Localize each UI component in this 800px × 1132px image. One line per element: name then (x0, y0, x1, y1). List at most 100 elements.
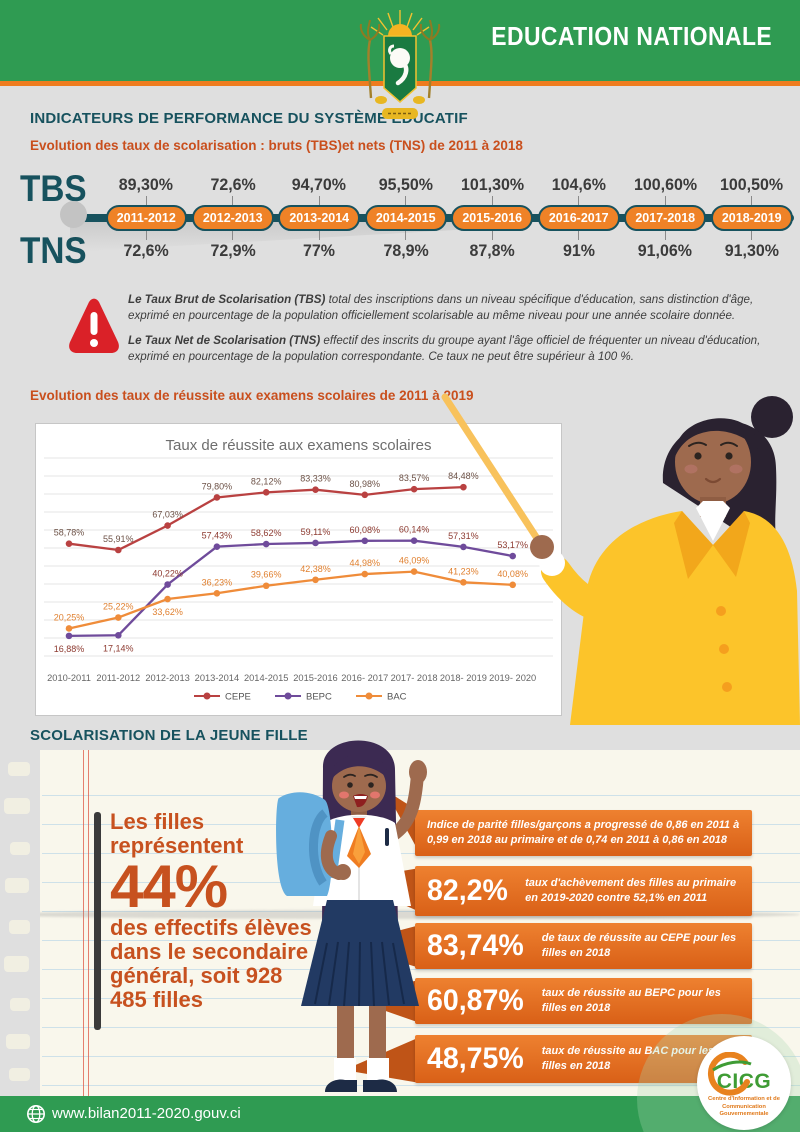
svg-text:60,14%: 60,14% (399, 525, 430, 535)
svg-text:80,98%: 80,98% (350, 479, 381, 489)
tns-value: 91% (562, 241, 595, 260)
year-pill: 2012-2013 (191, 205, 274, 231)
year-pill: 2015-2016 (451, 205, 534, 231)
svg-text:40,08%: 40,08% (497, 569, 528, 579)
tns-definition-text: effectif des inscrits du groupe ayant l'… (128, 333, 761, 363)
svg-text:25,22%: 25,22% (103, 602, 134, 612)
cicg-subtext: Centre d'Information et de Communication… (708, 1096, 780, 1118)
svg-text:46,09%: 46,09% (399, 556, 430, 566)
svg-text:36,23%: 36,23% (202, 577, 233, 587)
svg-text:2019- 2020: 2019- 2020 (489, 673, 536, 683)
tbs-definition-text: total des inscriptions dans un niveau sp… (128, 293, 754, 322)
tns-value: 78,9% (383, 241, 429, 260)
data-point (65, 625, 73, 632)
tick-mark (578, 196, 580, 205)
paper-margin-line (83, 750, 84, 1097)
tbs-value: 95,50% (378, 175, 433, 194)
banner-value: 83,74% (427, 929, 524, 962)
tns-value: 77% (303, 241, 336, 260)
data-point (361, 491, 369, 499)
data-point (460, 578, 467, 586)
section3-title: SCOLARISATION DE LA JEUNE FILLE (30, 727, 308, 744)
tick-mark (751, 231, 753, 240)
tick-mark (491, 196, 493, 205)
tbs-value: 100,60% (633, 175, 697, 194)
section1-subtitle: Evolution des taux de scolarisation : br… (30, 138, 523, 153)
svg-text:67,03%: 67,03% (152, 510, 183, 520)
banner-value: 60,87% (427, 984, 524, 1017)
data-point (262, 582, 270, 590)
timeline-column: 100,60% 2017-2018 91,06% (622, 174, 709, 262)
data-point (213, 543, 221, 550)
data-point (164, 595, 171, 603)
svg-text:2016- 2017: 2016- 2017 (341, 673, 388, 683)
tick-mark (578, 231, 580, 240)
year-pill: 2014-2015 (364, 205, 447, 231)
page-title: EDUCATION NATIONALE (491, 21, 772, 51)
year-pill: 2018-2019 (710, 205, 793, 231)
data-point (460, 543, 467, 551)
timeline-column: 72,6% 2012-2013 72,9% (190, 174, 277, 262)
tbs-value: 100,50% (720, 175, 784, 194)
banner-text: taux de réussite au BAC pour les filles … (541, 1044, 715, 1072)
svg-text:2012-2013: 2012-2013 (145, 673, 189, 683)
timeline-column: 104,6% 2016-2017 91% (536, 174, 623, 262)
data-point (312, 576, 319, 584)
enrollment-timeline: 89,30% 2011-2012 72,6% 72,6% 2012-2013 72,9% 9… (103, 174, 795, 262)
cicg-logo: CICG Centre d'Information et de Communic… (697, 1036, 791, 1130)
data-point (262, 489, 270, 496)
svg-text:16,88%: 16,88% (54, 644, 85, 654)
series-line-BAC (68, 570, 513, 630)
svg-text:82,12%: 82,12% (251, 476, 282, 486)
tick-mark (232, 196, 234, 205)
data-point (115, 546, 122, 554)
svg-text:41,23%: 41,23% (448, 566, 479, 576)
timeline-column: 100,50% 2018-2019 91,30% (709, 174, 796, 262)
svg-text:40,22%: 40,22% (152, 569, 183, 579)
banner-text: Indice de parité filles/garçons a progre… (427, 818, 740, 846)
svg-text:BEPC: BEPC (306, 692, 332, 703)
timeline-column: 101,30% 2015-2016 87,8% (449, 174, 536, 262)
svg-text:Taux de réussite aux examens s: Taux de réussite aux examens scolaires (166, 437, 432, 454)
line-chart: Taux de réussite aux examens scolaires 58… (44, 437, 553, 703)
svg-text:79,80%: 79,80% (202, 481, 233, 491)
svg-text:53,17%: 53,17% (497, 540, 528, 550)
globe-icon (27, 1105, 45, 1123)
svg-text:58,62%: 58,62% (251, 528, 282, 538)
svg-text:44,98%: 44,98% (350, 558, 381, 568)
stat-banner: 48,75% taux de réussite au BAC pour les f… (415, 1035, 752, 1083)
svg-text:2010-2011: 2010-2011 (47, 673, 91, 683)
svg-text:57,31%: 57,31% (448, 531, 479, 541)
cote-divoire-emblem-icon (359, 10, 441, 119)
tns-label: TNS (20, 230, 87, 271)
data-point (410, 537, 418, 544)
data-point (164, 522, 171, 529)
series-line-BEPC (68, 539, 513, 638)
tick-mark (491, 231, 493, 240)
data-point (164, 581, 171, 588)
highlight-detail: des effectifs élèves dans le secondaire … (110, 915, 312, 1012)
data-point (361, 570, 369, 578)
footer-url[interactable]: www.bilan2011-2020.gouv.ci (52, 1105, 241, 1122)
tns-value: 72,6% (123, 241, 169, 260)
svg-text:2014-2015: 2014-2015 (244, 673, 288, 683)
tbs-value: 101,30% (460, 175, 524, 194)
banner-ribbon-rays (340, 790, 420, 1083)
tns-value: 87,8% (469, 241, 515, 260)
tns-definition-term: Le Taux Net de Scolarisation (TNS) (128, 333, 321, 347)
tbs-definition-term: Le Taux Brut de Scolarisation (TBS) (128, 293, 326, 306)
svg-text:39,66%: 39,66% (251, 570, 282, 580)
timeline-column: 89,30% 2011-2012 72,6% (103, 174, 190, 262)
tbs-value: 104,6% (551, 175, 606, 194)
girls-statistic-highlight: Les filles représentent 44% des effectif… (110, 810, 315, 1012)
svg-text:59,11%: 59,11% (301, 527, 331, 537)
svg-text:17,14%: 17,14% (103, 643, 134, 653)
tick-mark (664, 231, 666, 240)
data-point (361, 537, 369, 545)
svg-text:2018- 2019: 2018- 2019 (440, 673, 487, 683)
tns-definition: Le Taux Net de Scolarisation (TNS) effec… (128, 333, 776, 365)
timeline-column: 94,70% 2013-2014 77% (276, 174, 363, 262)
year-pill: 2011-2012 (105, 205, 187, 231)
tbs-value: 94,70% (292, 175, 347, 194)
highlight-line2: représentent (110, 833, 244, 858)
